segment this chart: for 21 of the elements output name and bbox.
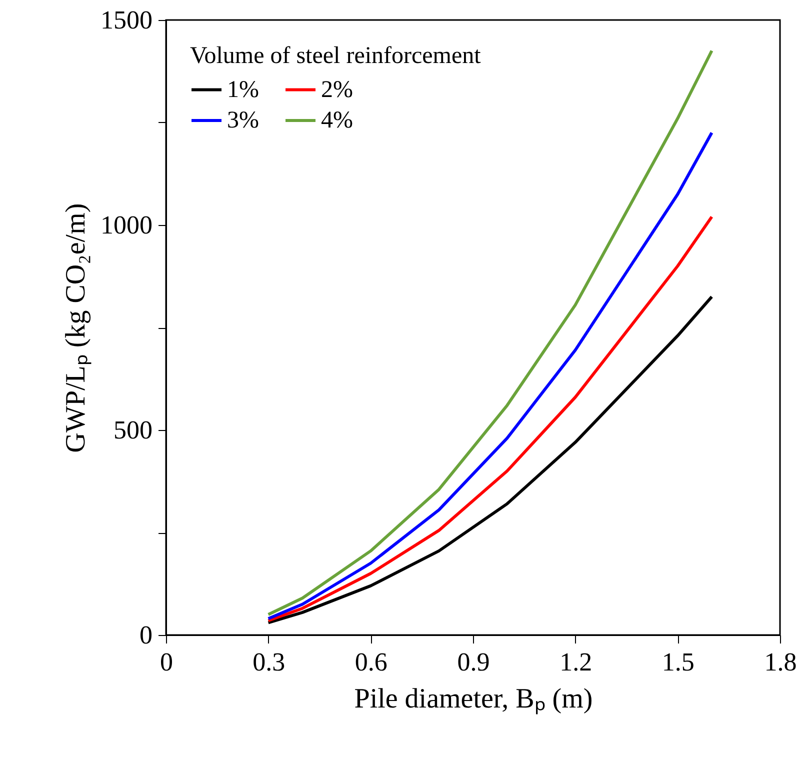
y-tick-label: 1500: [100, 6, 152, 34]
y-axis-title: GWP/Lₚ (kg CO₂e/m): [60, 203, 92, 453]
legend-label: 3%: [227, 108, 259, 134]
legend-label: 1%: [227, 76, 259, 103]
x-tick-label: 1.2: [560, 648, 592, 676]
line-series: [266, 215, 714, 622]
x-tick-label: 0.3: [252, 648, 286, 676]
x-tick-label: 0.9: [457, 648, 490, 676]
x-tick-label: 0: [160, 648, 173, 676]
line-series: [266, 131, 714, 620]
legend-title: Volume of steel reinforcement: [190, 43, 482, 69]
y-tick-label: 1000: [100, 210, 152, 240]
x-tick-label: 1.5: [662, 648, 694, 676]
y-tick-label: 500: [114, 416, 152, 444]
legend-label: 4%: [321, 108, 353, 134]
legend-label: 2%: [321, 76, 353, 103]
x-axis-title: Pile diameter, Bₚ (m): [354, 684, 593, 714]
y-tick-label: 0: [140, 620, 152, 650]
line-series: [266, 295, 714, 624]
x-tick-label: 0.6: [354, 648, 388, 676]
x-tick-label: 1.8: [764, 648, 797, 676]
